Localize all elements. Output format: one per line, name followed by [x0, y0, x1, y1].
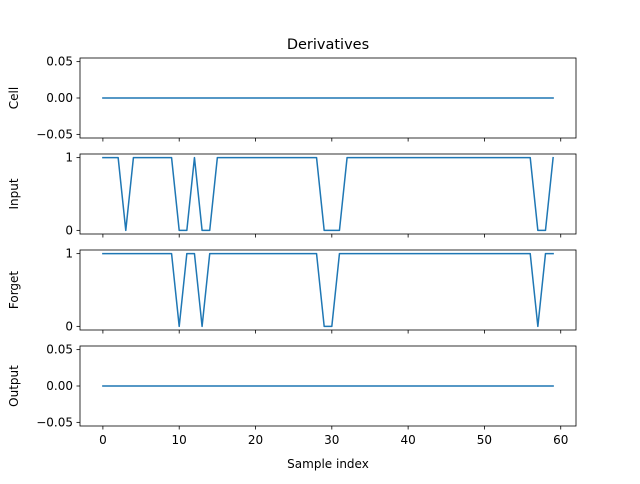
input-series-line: [102, 156, 554, 232]
subplot-panels: −0.05 0.00 0.05 Cell 0 1 Input 0 1 Forget −0.05 0.0…: [7, 55, 577, 447]
x-tick-label: 40: [400, 433, 415, 447]
x-tick-label: 10: [172, 433, 187, 447]
cell-y-tick-label: −0.05: [36, 127, 73, 141]
input-subplot: 0 1 Input: [7, 151, 577, 238]
chart-title: Derivatives: [287, 37, 369, 53]
x-axis-label: Sample index: [287, 457, 369, 471]
cell-subplot: −0.05 0.00 0.05 Cell: [7, 55, 577, 142]
forget-y-tick-label: 0: [65, 319, 73, 333]
forget-series-line: [102, 252, 554, 328]
output-y-tick-label: −0.05: [36, 415, 73, 429]
cell-y-axis-label: Cell: [7, 87, 21, 109]
output-axes-frame: [79, 345, 577, 427]
cell-y-tick-label: 0.00: [46, 91, 73, 105]
output-y-tick-label: 0.05: [46, 343, 73, 357]
x-tick-label: 20: [248, 433, 263, 447]
input-y-axis-label: Input: [7, 178, 21, 209]
forget-axes-frame: [79, 249, 577, 331]
output-subplot: −0.05 0.00 0.05 0 10 20 30 40 50 60 Output: [7, 343, 577, 447]
input-y-tick-label: 1: [65, 151, 73, 165]
x-tick-label: 0: [99, 433, 107, 447]
forget-y-axis-label: Forget: [7, 271, 21, 310]
x-tick-label: 60: [553, 433, 568, 447]
output-y-tick-label: 0.00: [46, 379, 73, 393]
forget-subplot: 0 1 Forget: [7, 247, 577, 334]
input-y-tick-label: 0: [65, 223, 73, 237]
input-axes-frame: [79, 153, 577, 235]
output-y-axis-label: Output: [7, 365, 21, 407]
forget-y-tick-label: 1: [65, 247, 73, 261]
x-tick-label: 30: [324, 433, 339, 447]
cell-axes-frame: [79, 57, 577, 139]
cell-y-tick-label: 0.05: [46, 55, 73, 69]
x-tick-label: 50: [477, 433, 492, 447]
